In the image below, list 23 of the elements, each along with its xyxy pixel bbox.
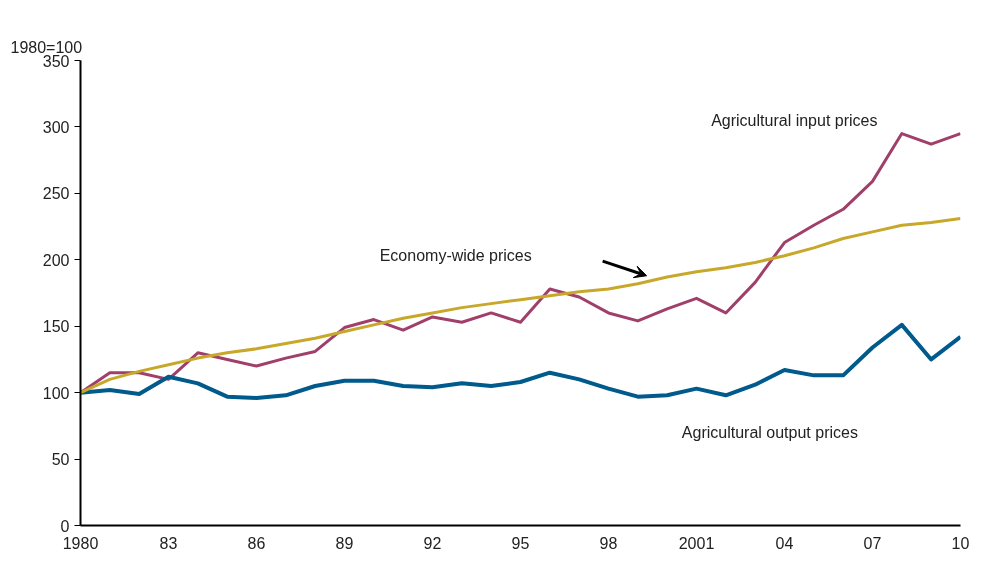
y-tick-label: 150 [42,318,70,336]
x-tick-label: 07 [863,534,882,552]
line-series [80,217,961,395]
x-tick-label: 86 [247,534,266,552]
y-tick-label: 200 [42,251,70,269]
y-tick-label: 300 [42,118,70,136]
x-tick-label: 04 [775,534,794,552]
x-tick-label: 2001 [678,534,715,552]
x-tick-label: 10 [951,534,970,552]
x-tick-label: 1980 [62,534,99,552]
x-tick-label: 95 [511,534,530,552]
line-series [80,322,961,400]
x-tick-label: 98 [599,534,618,552]
y-tick-label: 50 [51,451,70,469]
y-tick-label: 100 [42,384,70,402]
y-tick-label: 250 [42,185,70,203]
y-tick-label: 0 [60,517,70,535]
x-tick-label: 83 [159,534,178,552]
x-tick-label: 89 [335,534,354,552]
series-label: Agricultural input prices [711,111,878,129]
x-tick-label: 92 [423,534,442,552]
series-label: Agricultural output prices [681,424,858,441]
text: Economy-wide prices [379,247,532,265]
